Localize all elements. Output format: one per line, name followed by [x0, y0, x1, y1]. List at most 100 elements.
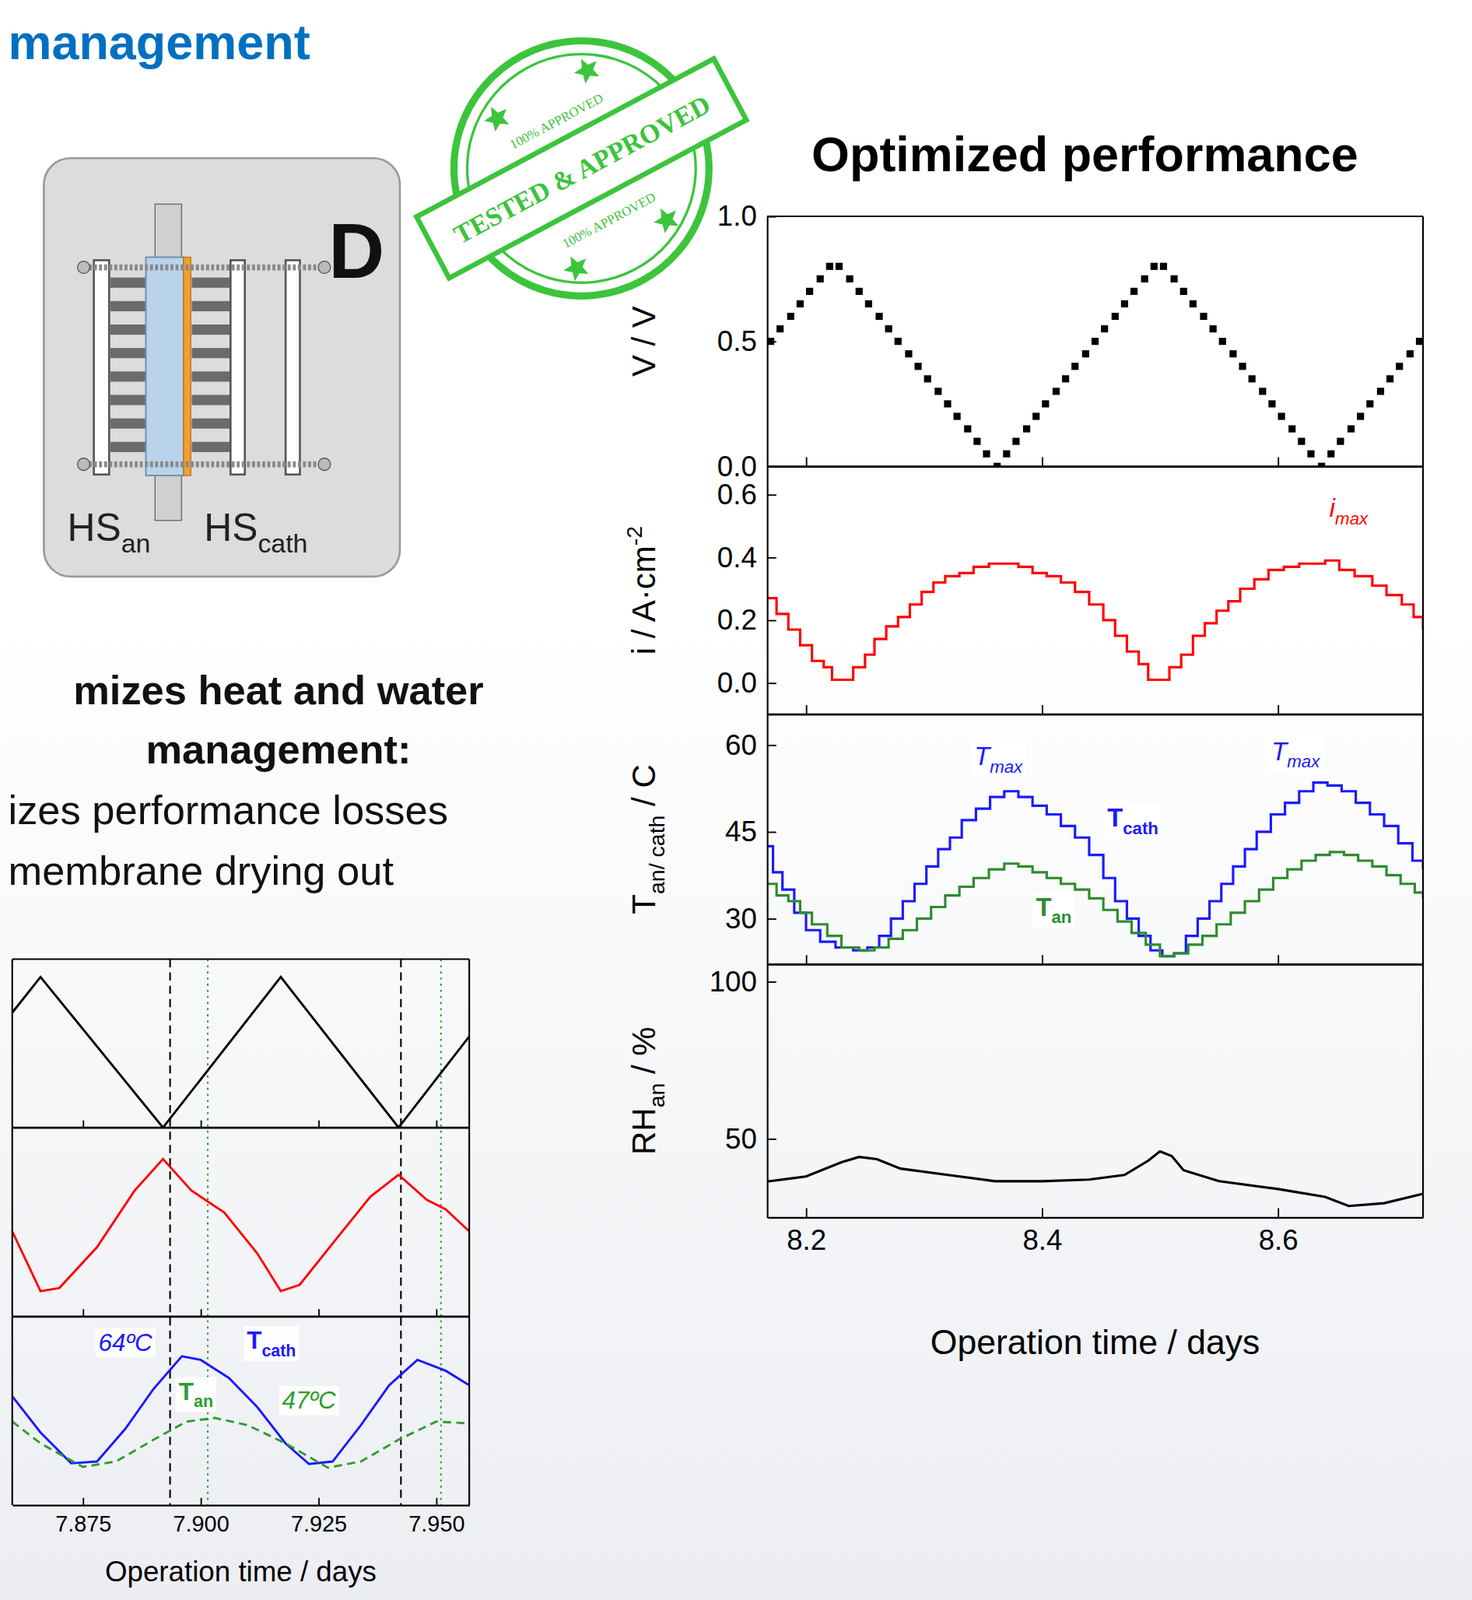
x-axis-tick-label: 8.6	[1258, 1223, 1299, 1256]
x-axis-tick	[200, 1308, 202, 1316]
chart-title: Optimized performance	[811, 126, 1359, 182]
x-axis-tick	[1278, 456, 1280, 467]
label-patch	[970, 740, 1027, 778]
summary-title: mizes heat and water	[73, 667, 484, 713]
y-label-group: V / V	[625, 305, 663, 377]
frame-right	[468, 1127, 470, 1317]
frame-top	[767, 465, 1423, 467]
membrane	[145, 256, 184, 476]
x-axis-tick-mark	[806, 704, 808, 715]
data-point	[914, 362, 922, 370]
panel-letter: D	[328, 207, 385, 295]
x-axis-tick	[318, 1308, 319, 1316]
x-axis-tick	[806, 954, 807, 964]
y-axis: 0.00.51.0	[717, 199, 777, 482]
y-axis-line	[11, 1127, 14, 1317]
x-axis-tick	[436, 1308, 438, 1316]
plot-marks	[12, 1158, 470, 1291]
y-axis-tick-mark	[767, 744, 777, 747]
label-patch	[279, 1385, 340, 1416]
label-patch	[243, 1325, 299, 1361]
reference-line	[399, 959, 402, 1505]
x-axis-tick-mark	[1041, 456, 1044, 467]
heat-sink-fin	[191, 371, 230, 382]
x-axis-tick-mark	[1277, 954, 1280, 964]
y-axis-tick-mark	[767, 340, 777, 343]
panel: 0.00.51.0 V / V	[625, 199, 1424, 482]
gas-port	[154, 473, 182, 520]
stamp-star	[480, 101, 514, 134]
y-axis-tick: 0.0	[717, 666, 777, 699]
data-point	[1336, 438, 1344, 446]
y-axis-tick-label: 45	[725, 815, 758, 848]
x-axis-tick-label: 8.4	[1022, 1223, 1062, 1256]
data-point	[1406, 350, 1414, 358]
x-axis-tick: 7.875	[55, 1497, 112, 1536]
data-point	[1395, 362, 1403, 370]
y-axis-title-main: T	[625, 893, 663, 915]
data-point	[1150, 262, 1158, 270]
x-axis-tick	[806, 456, 807, 467]
data-point	[1278, 412, 1286, 420]
y-axis-tick-label: 0.2	[717, 603, 758, 636]
label-patch	[1268, 735, 1324, 772]
plot-marks	[767, 560, 1423, 680]
series-label: Tcath	[246, 1326, 296, 1360]
reference-lines	[170, 959, 442, 1505]
bolt	[84, 461, 325, 468]
y-axis-tick-mark	[767, 981, 777, 983]
electrode	[183, 256, 191, 476]
label-patch	[175, 1376, 217, 1412]
x-axis	[767, 456, 1424, 467]
x-axis-line	[767, 1216, 1424, 1219]
panel: 304560Tan/ cath / CTcathTanTmaxTmax	[625, 714, 1424, 965]
panel-labels: RHan / %	[625, 1026, 670, 1155]
heat-sink-fin	[110, 418, 147, 429]
x-axis-tick-mark	[435, 1120, 438, 1128]
x-axis-tick-mark	[435, 1497, 438, 1505]
y-axis: 50100	[709, 964, 777, 1218]
label-patch	[95, 1327, 156, 1357]
y-axis-title-sup: -2	[621, 525, 647, 546]
y-axis-tick-mark	[767, 831, 777, 834]
y-axis-line	[11, 1315, 14, 1505]
frame-top	[767, 215, 1423, 218]
end-plate	[285, 259, 300, 474]
label-patch	[1326, 491, 1372, 529]
x-axis-tick-label: 7.925	[290, 1510, 347, 1536]
x-axis-tick: 7.950	[408, 1497, 465, 1536]
reference-line	[440, 959, 442, 1505]
stamp-small-text: 100% APPROVED	[507, 90, 606, 152]
x-axis-tick-mark	[1041, 704, 1044, 715]
data-point	[796, 300, 804, 308]
x-axis-tick-label: 8.2	[786, 1223, 827, 1256]
diagram: DHSanHScath	[43, 157, 400, 577]
x-axis-tick: 8.2	[786, 1207, 827, 1256]
frame-right	[468, 959, 470, 1128]
data-point	[846, 275, 854, 283]
series-label-sub: an	[193, 1391, 214, 1411]
y-axis-line	[767, 466, 769, 715]
data-point	[1366, 399, 1374, 407]
x-axis-tick	[806, 704, 807, 715]
data-point	[1121, 300, 1129, 308]
data-point	[816, 275, 824, 283]
y-axis: 0.00.20.40.6	[717, 466, 777, 715]
x-axis-tick-mark	[318, 1497, 320, 1505]
panel: 7.8757.9007.9257.950TcathTan64ºC47ºC	[12, 1315, 470, 1536]
heat-sink-fin	[110, 277, 147, 288]
frame-right	[1422, 216, 1424, 467]
data-point	[1288, 424, 1296, 432]
stamp-star	[569, 52, 603, 86]
x-axis-line	[12, 1315, 470, 1318]
heat-sink-fin	[110, 301, 147, 312]
x-axis-line	[767, 713, 1424, 715]
data-point	[1347, 424, 1355, 432]
data-point	[1012, 438, 1020, 446]
series-label-main: T	[1035, 892, 1052, 922]
frame-top	[767, 713, 1423, 715]
data-point	[1111, 312, 1119, 320]
x-axis-tick	[1278, 954, 1280, 964]
y-axis-tick-mark	[767, 1138, 777, 1140]
x-axis	[767, 704, 1424, 715]
